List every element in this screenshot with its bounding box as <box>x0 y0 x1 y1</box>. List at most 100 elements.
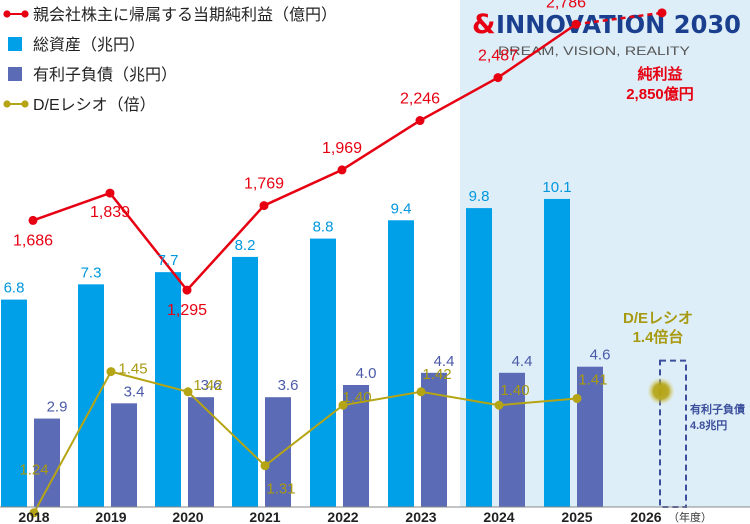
net-profit-point <box>415 116 425 126</box>
net-profit-point <box>182 285 192 295</box>
brand-title: INNOVATION 2030 <box>496 10 741 39</box>
net-profit-point <box>105 188 115 198</box>
interest-bearing-debt-bar <box>111 403 137 507</box>
de-ratio-label: 1.45 <box>118 361 147 378</box>
de-ratio-label: 1.40 <box>342 389 371 406</box>
x-axis: 2018 2019 2020 2021 2022 2023 2024 2025 2026 （年度） <box>0 506 750 524</box>
de-ratio-label: 1.40 <box>500 382 529 399</box>
legend-dot-swatch <box>3 100 11 108</box>
net-profit-label: 1,295 <box>167 302 207 319</box>
total-assets-bar <box>78 284 104 507</box>
de-ratio-point <box>572 393 582 403</box>
x-tick-label: 2026 <box>630 509 661 524</box>
net-profit-point <box>493 73 503 83</box>
de-ratio-label: 1.42 <box>422 366 451 383</box>
de-ratio-label: 1.24 <box>19 462 48 479</box>
brand: & INNOVATION 2030 DREAM, VISION, REALITY <box>472 9 741 58</box>
de-ratio-point <box>416 387 426 397</box>
legend-dot-swatch <box>3 10 11 18</box>
total-assets-label: 6.8 <box>4 280 25 297</box>
net-profit-point <box>28 215 38 225</box>
interest-bearing-debt-label: 4.0 <box>356 365 377 382</box>
x-tick-label: 2021 <box>249 509 280 524</box>
legend: 親会社株主に帰属する当期純利益（億円） 総資産（兆円） 有利子負債（兆円） D/Eレシ… <box>3 6 337 114</box>
total-assets-label: 9.4 <box>391 200 412 217</box>
total-assets-bar <box>544 198 570 507</box>
debt-target-label: 有利子負債 <box>690 402 745 416</box>
net-profit-point <box>571 19 581 29</box>
net-profit-target-label: 純利益 <box>637 65 682 83</box>
net-profit-label: 1,839 <box>90 204 130 221</box>
interest-bearing-debt-label: 4.4 <box>512 353 533 370</box>
x-tick-label: 2018 <box>18 509 49 524</box>
x-tick-label: 2020 <box>172 509 203 524</box>
de-ratio-point <box>338 400 348 410</box>
legend-dot-swatch <box>21 100 29 108</box>
total-assets-label: 8.2 <box>235 237 256 254</box>
de-ratio-point <box>29 508 39 518</box>
de-ratio-point <box>183 387 193 397</box>
net-profit-label: 2,786 <box>546 0 586 11</box>
net-profit-label: 1,686 <box>13 232 53 249</box>
de-ratio-label: 1.42 <box>193 377 222 394</box>
legend-square-swatch <box>8 37 22 51</box>
de-ratio-label: 1.41 <box>578 371 607 388</box>
net-profit-point <box>259 201 269 211</box>
total-assets-bar <box>466 208 492 507</box>
net-profit-target-value: 2,850億円 <box>626 85 694 103</box>
brand-ampersand: & <box>472 9 496 40</box>
net-profit-label: 2,246 <box>400 91 440 108</box>
net-profit-label: 1,969 <box>322 140 362 157</box>
total-assets-bar <box>310 238 336 507</box>
total-assets-label: 7.3 <box>81 264 102 281</box>
x-tick-label: 2019 <box>95 509 126 524</box>
x-tick-label: 2025 <box>561 509 592 524</box>
de-ratio-point <box>260 461 270 471</box>
interest-bearing-debt-label: 3.6 <box>201 377 222 394</box>
total-assets-label: 9.8 <box>469 188 490 205</box>
total-assets-label: 10.1 <box>542 179 571 196</box>
x-tick-label: 2024 <box>483 509 514 524</box>
total-assets-label: 8.8 <box>313 219 334 236</box>
net-profit-point <box>657 8 667 18</box>
interest-bearing-debt-bar <box>577 366 603 507</box>
lines <box>28 8 667 518</box>
interest-bearing-debt-bar <box>188 397 214 507</box>
net-profit-label: 1,769 <box>244 176 284 193</box>
de-ratio-target-point <box>647 377 675 406</box>
legend-dot-swatch <box>21 10 29 18</box>
data-labels: 6.8 7.3 7.7 8.2 8.8 9.4 9.8 10.1 2.9 3.4 3.6 3.6 4.0… <box>4 0 611 498</box>
total-assets-bar <box>232 256 258 507</box>
de-ratio-target-value: 1.4倍台 <box>633 328 684 346</box>
legend-square-swatch <box>8 67 22 81</box>
legend-label: 親会社株主に帰属する当期純利益（億円） <box>33 6 337 24</box>
x-tick-label: 2023 <box>405 509 436 524</box>
de-ratio-point <box>494 400 504 410</box>
x-axis-unit: （年度） <box>668 510 712 524</box>
total-assets-bar <box>388 220 414 508</box>
de-ratio-label: 1.31 <box>266 481 295 498</box>
de-ratio-line <box>33 370 578 514</box>
net-profit-line <box>32 23 577 293</box>
interest-bearing-debt-label: 3.4 <box>124 383 145 400</box>
legend-label: 有利子負債（兆円） <box>33 66 177 84</box>
interest-bearing-debt-label: 4.4 <box>434 353 455 370</box>
bars <box>1 198 687 508</box>
net-profit-point <box>337 165 347 175</box>
interest-bearing-debt-bar <box>34 418 60 507</box>
total-assets-label: 7.7 <box>158 252 179 269</box>
x-tick-label: 2022 <box>327 509 358 524</box>
interest-bearing-debt-label: 3.6 <box>278 377 299 394</box>
de-ratio-point <box>106 367 116 377</box>
de-ratio-target-label: D/Eレシオ <box>623 310 693 327</box>
legend-label: 総資産（兆円） <box>33 36 145 54</box>
total-assets-bar <box>1 299 27 507</box>
interest-bearing-debt-bar <box>499 372 525 507</box>
interest-bearing-debt-label: 4.6 <box>590 347 611 364</box>
interest-bearing-debt-label: 2.9 <box>47 399 68 416</box>
net-profit-label: 2,487 <box>478 48 518 65</box>
debt-target-value: 4.8兆円 <box>690 418 727 432</box>
brand-subtitle: DREAM, VISION, REALITY <box>498 44 690 58</box>
